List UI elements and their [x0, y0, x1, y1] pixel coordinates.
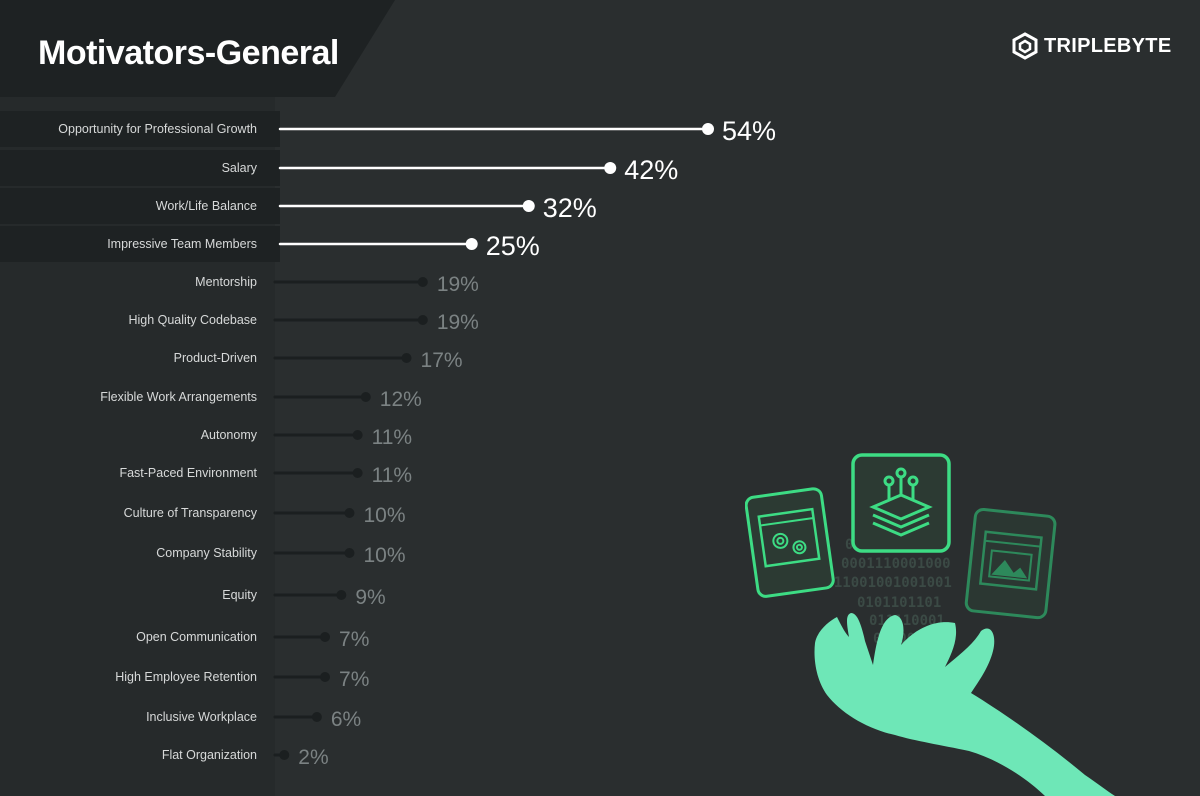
hexagon-cube-icon [1012, 32, 1038, 60]
chart-row: Inclusive Workplace 6% [146, 708, 361, 731]
category-label: Company Stability [156, 546, 257, 560]
value-dot [352, 430, 363, 440]
browser-gear-icon [772, 532, 807, 555]
category-label: Autonomy [201, 428, 258, 442]
value-dot [311, 712, 322, 722]
value-label: 9% [355, 586, 385, 609]
layered-chip-icon [869, 467, 933, 537]
value-dot [604, 162, 617, 174]
chart-row: High Employee Retention 7% [115, 668, 369, 691]
category-label: High Employee Retention [115, 670, 257, 684]
label-band [0, 111, 280, 147]
value-label: 42% [624, 155, 678, 185]
chart-row: Work/Life Balance 32% [0, 188, 597, 224]
category-label: Equity [222, 588, 257, 602]
category-label: Work/Life Balance [156, 199, 257, 213]
chart-row: Impressive Team Members 25% [0, 226, 540, 262]
value-label: 11% [372, 426, 412, 449]
value-label: 7% [339, 668, 369, 691]
value-dot [279, 750, 290, 760]
page-title: Motivators-General [38, 34, 339, 72]
category-label: Flexible Work Arrangements [100, 390, 257, 404]
chart-row: Equity 9% [222, 586, 385, 609]
category-label: Product-Driven [174, 351, 257, 365]
value-dot [344, 548, 355, 558]
chart-row: Fast-Paced Environment 11% [119, 464, 412, 487]
value-dot [417, 277, 428, 287]
chart-row: Opportunity for Professional Growth 54% [0, 111, 776, 147]
category-label: Opportunity for Professional Growth [58, 122, 257, 136]
category-label: Mentorship [195, 275, 257, 289]
chart-row: Mentorship 19% [195, 273, 479, 296]
category-label: Impressive Team Members [107, 237, 257, 251]
binary-row: 0101101101 [857, 595, 941, 611]
value-dot [522, 200, 535, 212]
value-label: 12% [380, 388, 422, 411]
chart-row: Salary 42% [0, 150, 678, 186]
value-label: 54% [722, 116, 776, 146]
chart-row: Open Communication 7% [136, 628, 369, 651]
hand-shape [814, 613, 1115, 796]
chart-row: Autonomy 11% [201, 426, 412, 449]
title-banner [0, 0, 395, 97]
value-label: 7% [339, 628, 369, 651]
value-label: 2% [298, 746, 328, 769]
category-label: Flat Organization [162, 748, 257, 762]
value-label: 25% [486, 231, 540, 261]
chart-row: Flexible Work Arrangements 12% [100, 388, 422, 411]
value-label: 19% [437, 273, 479, 296]
value-dot [352, 468, 363, 478]
browser-gear-card [745, 487, 835, 598]
category-label: Salary [222, 161, 258, 175]
label-band [0, 188, 280, 224]
chart-row: Company Stability 10% [156, 544, 405, 567]
chart-row: Product-Driven 17% [174, 349, 463, 372]
chart-row: Flat Organization 2% [162, 746, 329, 769]
browser-image-card [964, 507, 1057, 620]
binary-row: 0001110001000 [841, 556, 951, 572]
chart-row: Culture of Transparency 10% [124, 504, 406, 527]
layered-chip-card [851, 453, 951, 553]
value-dot [320, 672, 331, 682]
value-dot [401, 353, 412, 363]
brand-logo: TRIPLEBYTE [1012, 32, 1171, 60]
category-label: High Quality Codebase [128, 313, 257, 327]
category-label: Open Communication [136, 630, 257, 644]
browser-image-icon [988, 549, 1033, 582]
label-band [0, 150, 280, 186]
brand-name: TRIPLEBYTE [1044, 34, 1172, 57]
value-label: 17% [421, 349, 463, 372]
value-label: 6% [331, 708, 361, 731]
value-dot [417, 315, 428, 325]
value-dot [320, 632, 331, 642]
value-label: 32% [543, 193, 597, 223]
label-band [0, 226, 280, 262]
value-label: 10% [363, 544, 405, 567]
category-label: Inclusive Workplace [146, 710, 257, 724]
value-label: 11% [372, 464, 412, 487]
binary-row: 0011001001001001 [817, 575, 952, 591]
value-dot [344, 508, 355, 518]
value-dot [336, 590, 347, 600]
category-label: Fast-Paced Environment [119, 466, 257, 480]
value-dot [465, 238, 478, 250]
value-dot [702, 123, 714, 135]
hand-illustration: 0110110110000111000100000110010010010010… [745, 453, 1115, 796]
chart-row: High Quality Codebase 19% [128, 311, 478, 334]
value-label: 10% [363, 504, 405, 527]
category-label: Culture of Transparency [124, 506, 258, 520]
value-label: 19% [437, 311, 479, 334]
value-dot [360, 392, 371, 402]
